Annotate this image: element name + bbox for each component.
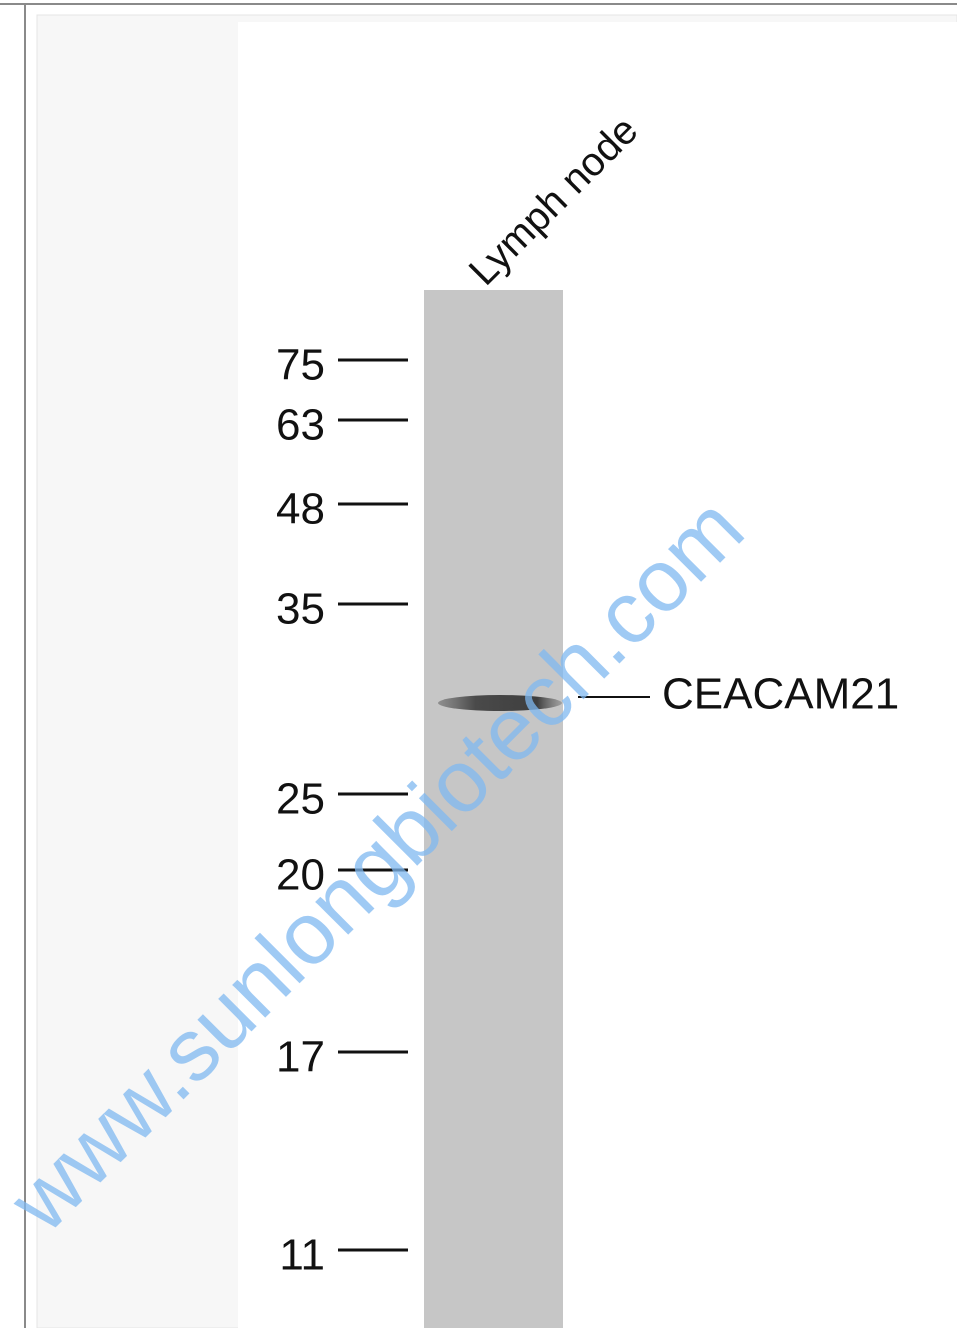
band-label: CEACAM21 — [662, 670, 899, 719]
marker-label: 48 — [276, 485, 325, 534]
marker-label: 25 — [276, 775, 325, 824]
marker-label: 63 — [276, 401, 325, 450]
marker-label: 11 — [279, 1231, 325, 1280]
marker-label: 35 — [276, 585, 325, 634]
marker-label: 17 — [276, 1033, 325, 1082]
blot-view: Lymph node CEACAM21 7563483525201711 www… — [0, 0, 957, 1328]
page: Lymph node CEACAM21 7563483525201711 www… — [0, 0, 957, 1328]
marker-label: 75 — [276, 341, 325, 390]
